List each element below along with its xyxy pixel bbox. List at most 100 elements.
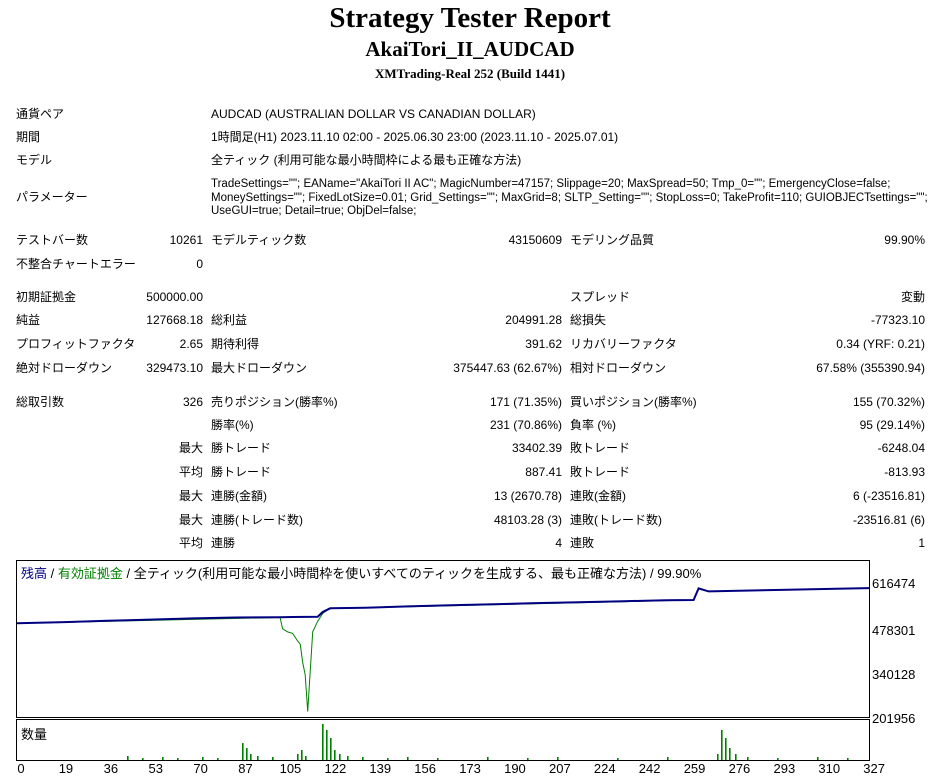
- largest-loss-value: -6248.04: [877, 441, 925, 455]
- reldd-label: 相対ドローダウン: [570, 361, 667, 375]
- volume-bar: [527, 758, 529, 760]
- max-consec-cnt-label: 最大: [178, 513, 203, 527]
- grossprofit-label: 総利益: [211, 313, 248, 327]
- x-tick: 293: [773, 761, 796, 776]
- y-tick-0: 616474: [872, 576, 916, 591]
- volume-bar: [330, 738, 332, 760]
- period-label: 期間: [16, 130, 41, 144]
- volume-bar: [725, 738, 727, 760]
- mismatch-label: 不整合チャートエラー: [16, 257, 136, 271]
- avg-consec-wins-value: 4: [555, 536, 562, 550]
- server-build: XMTrading-Real 252 (Build 1441): [374, 66, 566, 81]
- x-tick: 276: [728, 761, 751, 776]
- legend-separator: /: [47, 566, 58, 581]
- volume-bar: [297, 754, 299, 760]
- volume-bar: [617, 758, 619, 760]
- volume-bar: [721, 730, 723, 760]
- pf-value: 2.65: [179, 337, 203, 351]
- largest-label: 最大: [178, 441, 203, 455]
- volume-bar: [242, 743, 244, 760]
- x-tick: 87: [238, 761, 253, 776]
- legend-description: / 全ティック(利用可能な最小時間枠を使いすべてのティックを生成する、最も正確な…: [122, 566, 702, 581]
- x-tick: 0: [17, 761, 25, 776]
- period-value: 1時間足(H1) 2023.11.10 02:00 - 2025.06.30 2…: [211, 130, 619, 144]
- params-value: TradeSettings=""; EAName="AkaiTori II AC…: [211, 178, 928, 217]
- volume-bar: [437, 758, 439, 760]
- volume-bar: [217, 758, 219, 760]
- balance-chart-svg: [17, 587, 869, 712]
- lossrate-value: 95 (29.14%): [859, 418, 925, 432]
- x-tick: 139: [369, 761, 392, 776]
- avg-win-value: 887.41: [525, 465, 562, 479]
- volume-bar: [272, 757, 274, 760]
- largest-win-value: 33402.39: [511, 441, 562, 455]
- grossloss-label: 総損失: [570, 313, 607, 327]
- quality-value: 99.90%: [884, 233, 925, 247]
- volume-bar: [339, 754, 341, 760]
- consec-wins-cnt-label: 連勝(トレード数): [211, 513, 303, 527]
- volume-bar: [717, 754, 719, 760]
- deposit-value: 500000.00: [146, 290, 203, 304]
- recovery-value: 0.34 (YRF: 0.21): [836, 337, 925, 351]
- reldd-value: 67.58% (355390.94): [816, 361, 925, 375]
- mismatch-value: 0: [196, 257, 203, 271]
- lossrate-label: 負率 (%): [570, 418, 616, 432]
- trades-value: 326: [182, 395, 203, 409]
- x-tick: 327: [863, 761, 885, 776]
- x-tick: 70: [193, 761, 208, 776]
- volume-bar: [735, 754, 737, 760]
- winrate-label: 勝率(%): [211, 418, 254, 432]
- volume-bar: [162, 757, 164, 760]
- payoff-label: 期待利得: [211, 337, 260, 351]
- average-label: 平均: [178, 465, 203, 479]
- bars-label: テストバー数: [16, 233, 89, 247]
- largest-loss-label: 敗トレード: [570, 441, 631, 455]
- avg-loss-label: 敗トレード: [570, 465, 631, 479]
- volume-bar: [347, 756, 349, 760]
- avg-consec-wins-label: 連勝: [211, 536, 236, 550]
- volume-bar: [142, 758, 144, 760]
- avg-consec-loss-label: 連敗: [570, 536, 595, 550]
- model-value: 全ティック (利用可能な最小時間枠による最も正確な方法): [211, 153, 522, 167]
- volume-bar: [202, 757, 204, 760]
- volume-bar: [362, 757, 364, 760]
- consec-wins-amt-label: 連勝(金額): [211, 489, 267, 503]
- consec-loss-amt-label: 連敗(金額): [570, 489, 626, 503]
- ticks-value: 43150609: [508, 233, 562, 247]
- chart-legend: 残高 / 有効証拠金 / 全ティック(利用可能な最小時間枠を使いすべてのティック…: [21, 563, 701, 582]
- volume-bar: [246, 748, 248, 760]
- volume-label: 数量: [21, 727, 48, 742]
- model-label: モデル: [16, 153, 53, 167]
- long-value: 155 (70.32%): [852, 395, 925, 409]
- payoff-value: 391.62: [525, 337, 562, 351]
- x-tick: 224: [593, 761, 616, 776]
- pf-label: プロフィットファクタ: [16, 337, 136, 351]
- legend-balance: 残高: [21, 566, 48, 581]
- volume-bar: [334, 750, 336, 760]
- largest-win-label: 勝トレード: [211, 441, 272, 455]
- y-tick-3: 201956: [872, 711, 916, 726]
- consec-loss-cnt-label: 連敗(トレード数): [570, 513, 662, 527]
- x-tick: 310: [818, 761, 841, 776]
- volume-bar: [817, 757, 819, 760]
- avg-loss-value: -813.93: [884, 465, 925, 479]
- consec-loss-amt-value: 6 (-23516.81): [852, 489, 925, 503]
- winrate-value: 231 (70.86%): [489, 418, 562, 432]
- bars-value: 10261: [169, 233, 203, 247]
- deposit-label: 初期証拠金: [16, 290, 77, 304]
- netprofit-value: 127668.18: [146, 313, 203, 327]
- volume-bar: [747, 757, 749, 760]
- report-title: Strategy Tester Report: [329, 2, 611, 34]
- y-tick-1: 478301: [872, 623, 916, 638]
- netprofit-label: 純益: [16, 313, 41, 327]
- volume-bar: [177, 758, 179, 760]
- short-label: 売りポジション(勝率%): [211, 395, 338, 409]
- consec-loss-cnt-value: -23516.81 (6): [852, 513, 925, 527]
- maxdd-value: 375447.63 (62.67%): [453, 361, 562, 375]
- grossprofit-value: 204991.28: [505, 313, 562, 327]
- volume-bar: [250, 754, 252, 760]
- x-tick: 105: [279, 761, 302, 776]
- volume-bar: [305, 756, 307, 760]
- absdd-label: 絶対ドローダウン: [16, 361, 113, 375]
- maxdd-label: 最大ドローダウン: [211, 361, 308, 375]
